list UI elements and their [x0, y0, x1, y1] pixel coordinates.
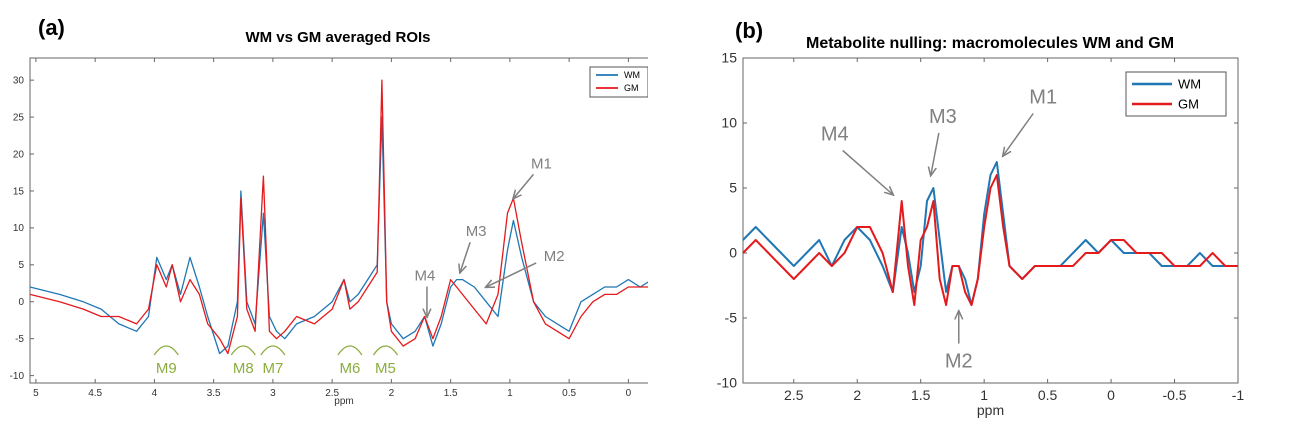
x-tick-label: 2.5 [325, 388, 339, 399]
region-arc-m5 [372, 345, 399, 356]
chart-b: (b) Metabolite nulling: macromolecules WM… [717, 18, 1245, 418]
region-label-m8: M8 [233, 360, 254, 377]
y-tick-label: 25 [13, 112, 25, 123]
region-label-m5: M5 [375, 360, 396, 377]
legend-label-gm: GM [624, 83, 639, 93]
region-arc-m7 [260, 345, 286, 356]
x-tick-label: 1.5 [911, 387, 931, 403]
region-arc-m8 [230, 345, 256, 356]
series-line-gm [29, 79, 648, 355]
annotation-label-m2: M2 [945, 351, 973, 373]
chart-title: WM vs GM averaged ROIs [245, 29, 430, 46]
annotation-label-m4: M4 [821, 124, 849, 146]
chart-a: (a) WM vs GM averaged ROIs 5 4.5 4 3.5 3 2.5 2 1.… [10, 15, 648, 407]
plot-area-frame [29, 57, 648, 384]
x-tick-label: 1 [507, 388, 513, 399]
region-arc-m6 [337, 345, 363, 356]
x-tick-label: 0.5 [562, 388, 576, 399]
y-tick-label: -10 [10, 371, 25, 382]
y-tick-label: -10 [717, 375, 737, 391]
legend-label-wm: WM [624, 70, 640, 80]
x-tick-label: 3 [270, 388, 276, 399]
annotation-label-m4: M4 [415, 268, 436, 285]
annotation-label-m2: M2 [544, 248, 565, 265]
x-tick-label: 4 [152, 388, 158, 399]
region-label-m7: M7 [262, 360, 283, 377]
annotation-arrow-m2 [486, 262, 537, 287]
legend-label-wm: WM [1178, 76, 1201, 91]
annotation-arrow-m3 [460, 241, 471, 272]
annotation-arrow-m1 [513, 173, 535, 198]
y-tick-label: 10 [721, 115, 737, 131]
x-tick-label: -0.5 [1162, 387, 1186, 403]
x-tick-label: 1 [980, 387, 988, 403]
y-tick-label: 15 [13, 186, 25, 197]
y-tick-label: 5 [729, 180, 737, 196]
x-tick-label: 0 [626, 388, 632, 399]
x-tick-label: 2 [853, 387, 861, 403]
x-tick-label: 0 [1107, 387, 1115, 403]
y-tick-label: 20 [13, 149, 25, 160]
y-tick-label: 15 [721, 50, 737, 66]
x-tick-label: 2 [389, 388, 395, 399]
legend-box [1125, 71, 1227, 117]
y-tick-label: 30 [13, 75, 25, 86]
x-tick-label: 0.5 [1038, 387, 1058, 403]
region-arc-m9 [153, 345, 179, 356]
x-tick-label: 1.5 [444, 388, 458, 399]
y-tick-label: 0 [18, 297, 24, 308]
annotation-arrow-m4 [842, 149, 893, 195]
y-tick-label: 5 [18, 260, 24, 271]
region-label-m6: M6 [340, 360, 361, 377]
y-tick-label: 0 [729, 245, 737, 261]
x-tick-label: 5 [33, 388, 39, 399]
annotation-label-m3: M3 [929, 106, 957, 128]
x-tick-label: -1 [1232, 387, 1245, 403]
legend-label-gm: GM [1178, 96, 1199, 111]
series-line-gm [742, 174, 1238, 306]
panel-label: (a) [38, 15, 65, 40]
x-tick-label: 2.5 [784, 387, 804, 403]
annotation-label-m1: M1 [1029, 87, 1057, 109]
panel-label: (b) [735, 18, 763, 43]
x-tick-label: 4.5 [88, 388, 102, 399]
legend-box [589, 66, 648, 98]
x-tick-label: 3.5 [207, 388, 221, 399]
y-tick-label: -5 [725, 310, 738, 326]
region-label-m9: M9 [156, 360, 177, 377]
annotation-arrow-m3 [931, 132, 940, 175]
x-axis-label: ppm [334, 396, 353, 407]
annotation-arrow-m1 [1003, 113, 1034, 156]
y-tick-label: 10 [13, 223, 25, 234]
y-tick-label: -5 [15, 334, 24, 345]
annotation-label-m1: M1 [531, 155, 552, 172]
chart-title: Metabolite nulling: macromolecules WM an… [806, 35, 1174, 52]
annotation-label-m3: M3 [466, 223, 487, 240]
x-axis-label: ppm [977, 402, 1004, 418]
